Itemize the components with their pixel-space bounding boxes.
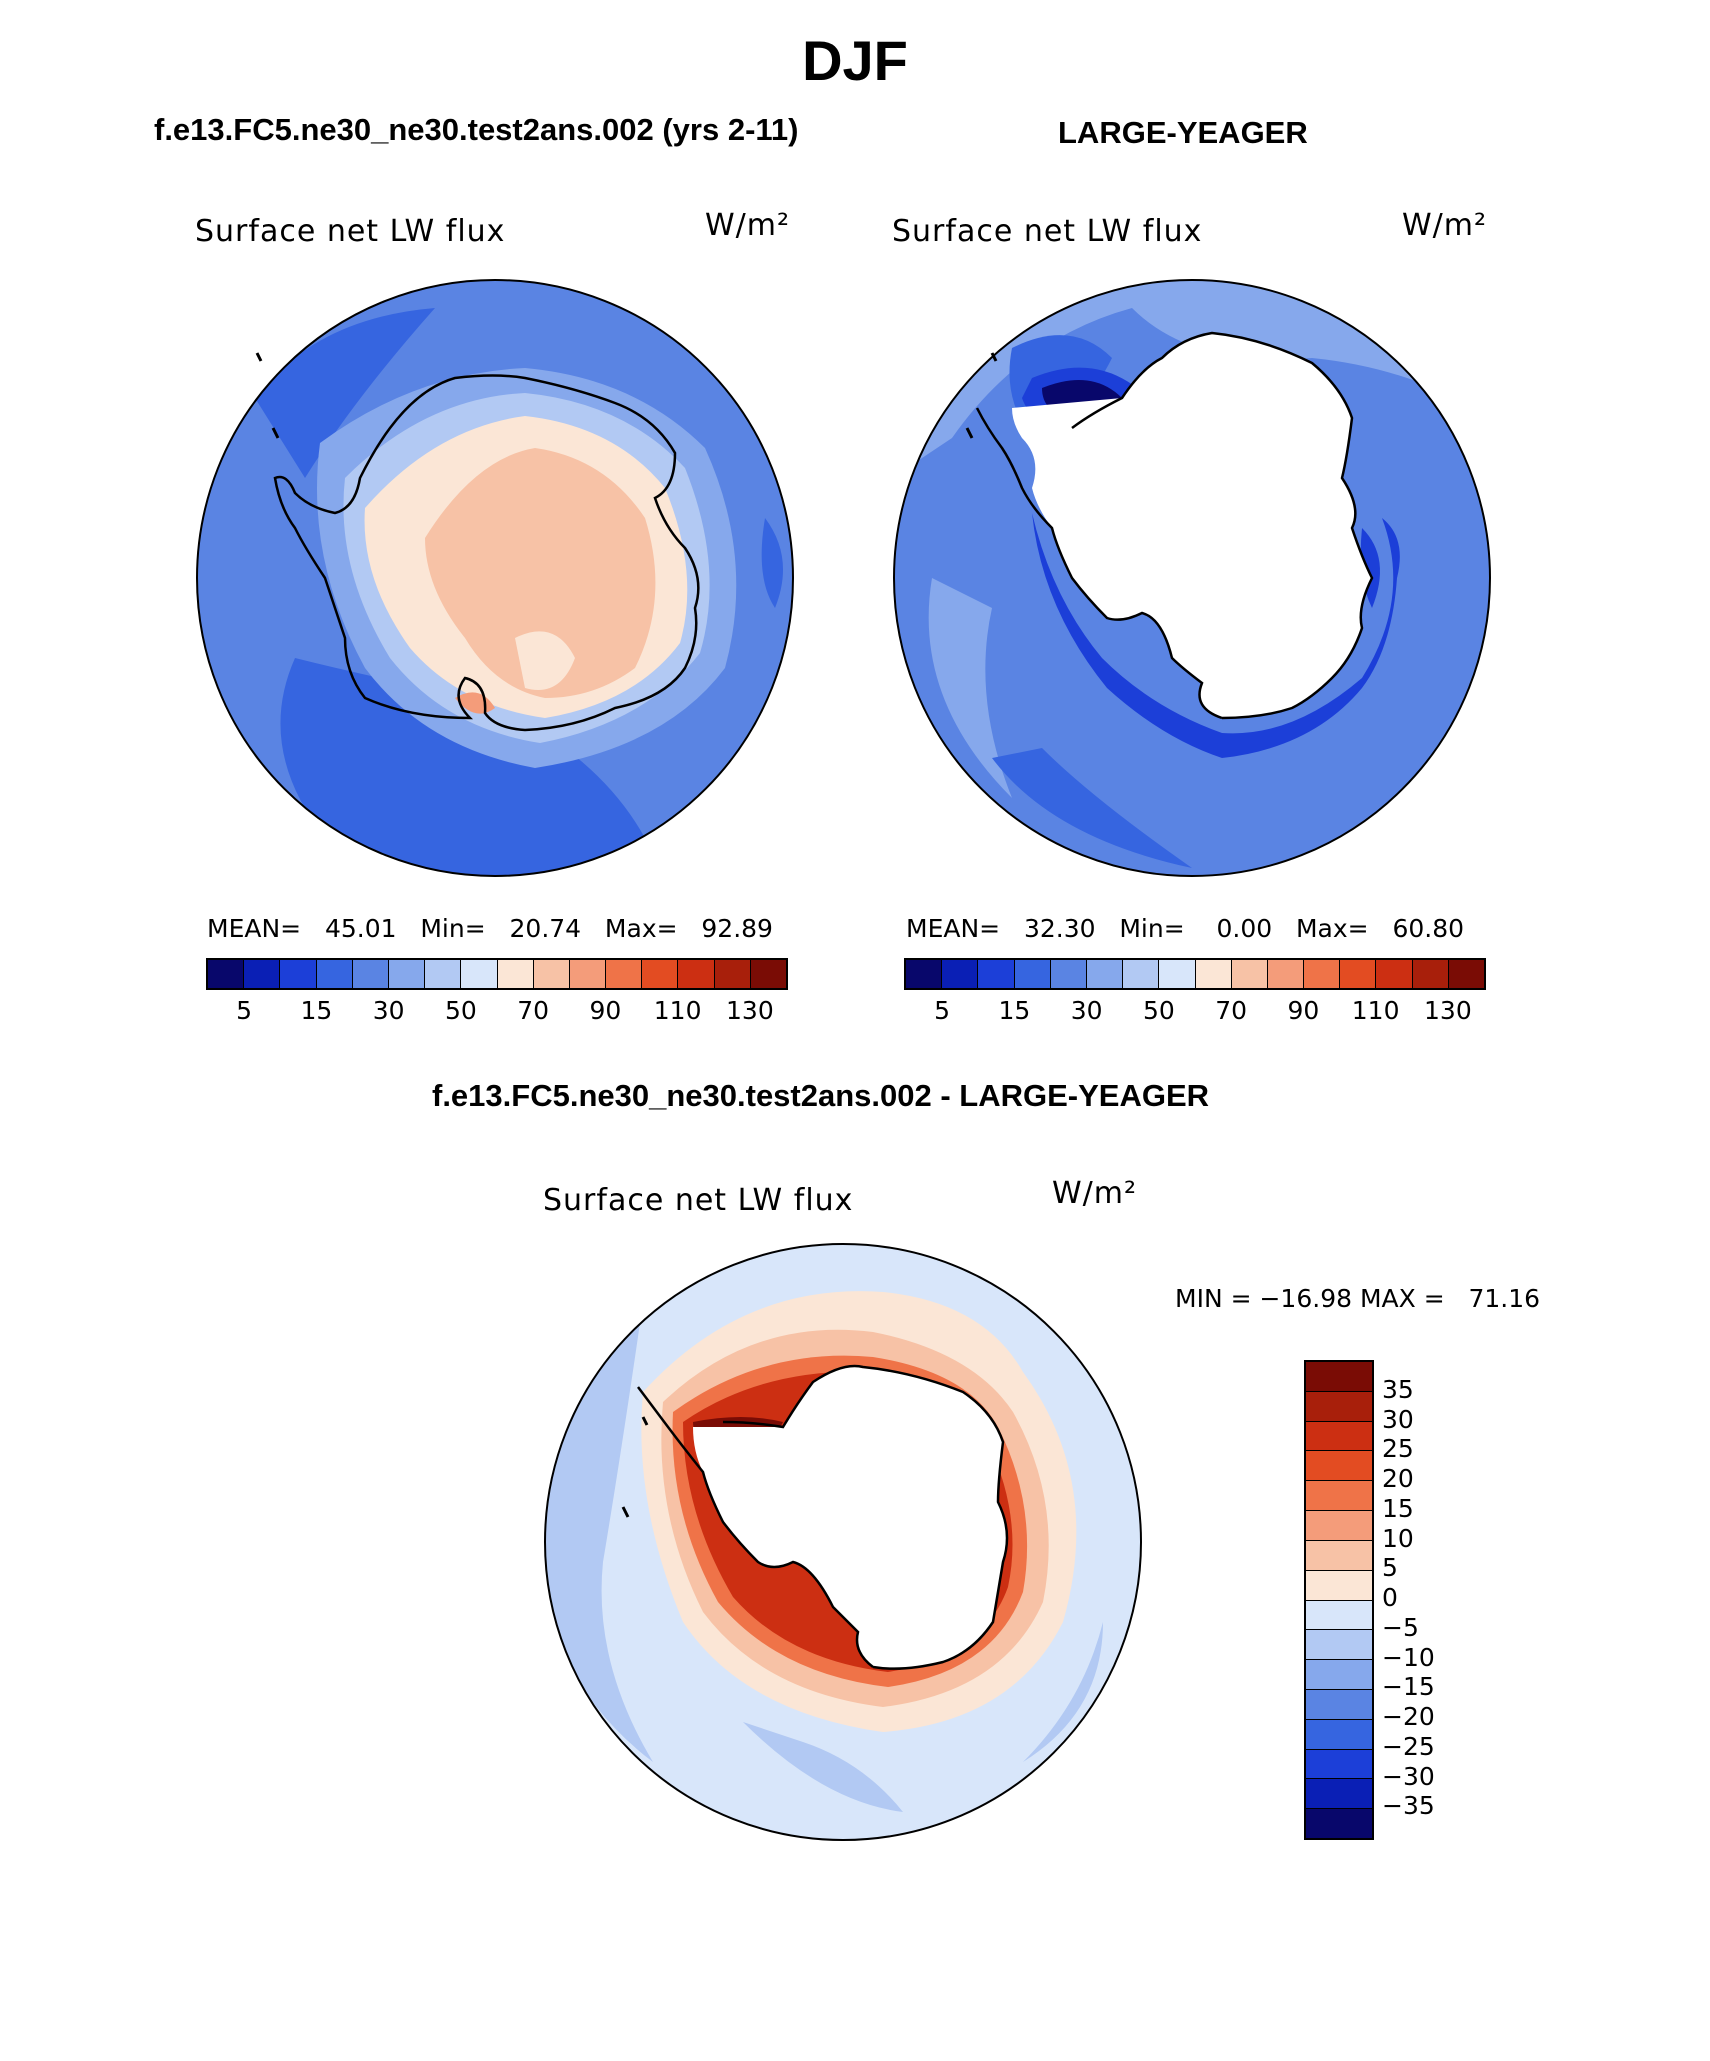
colorbar-swatch — [1340, 960, 1377, 988]
colorbar-swatch — [1306, 1600, 1372, 1631]
colorbar-swatch — [750, 960, 786, 988]
colorbar-swatch — [461, 960, 498, 988]
colorbar-swatch — [1304, 960, 1341, 988]
colorbar-swatch — [1306, 1511, 1372, 1541]
colorbar-swatch — [1306, 1689, 1372, 1720]
colorbar-tick-label: 15 — [998, 996, 1031, 1025]
colorbar-swatch — [978, 960, 1015, 988]
page-title: DJF — [802, 29, 908, 92]
colorbar-swatch — [533, 960, 570, 988]
colorbar-tick-label: 15 — [300, 996, 333, 1025]
colorbar-tick-label: 90 — [589, 996, 622, 1025]
diff-units-label: W/m² — [1052, 1176, 1138, 1211]
colorbar-swatch — [1306, 1749, 1372, 1780]
colorbar-swatch — [1306, 1451, 1372, 1482]
colorbar-tick-label: 110 — [1351, 996, 1400, 1025]
colorbar-swatch — [1014, 960, 1051, 988]
colorbar-swatch — [1412, 960, 1449, 988]
colorbar-swatch — [1306, 1391, 1372, 1422]
colorbar-tick-label: −30 — [1382, 1761, 1435, 1791]
colorbar-swatch — [642, 960, 679, 988]
colorbar-tick-label: 130 — [726, 996, 774, 1025]
colorbar-swatch — [1306, 1481, 1372, 1512]
colorbar-swatch — [1306, 1540, 1372, 1571]
colorbar-tick-label: −20 — [1382, 1702, 1435, 1731]
colorbar-swatch — [714, 960, 751, 988]
right-colorbar — [904, 958, 1486, 990]
colorbar-tick-label: 20 — [1382, 1464, 1414, 1493]
colorbar-swatch — [1306, 1660, 1372, 1690]
colorbar-tick-label: −5 — [1382, 1612, 1419, 1642]
colorbar-swatch — [1231, 960, 1268, 988]
colorbar-swatch — [497, 960, 534, 988]
colorbar-tick-label: 10 — [1382, 1523, 1414, 1553]
colorbar-tick-label: 70 — [1215, 996, 1248, 1025]
left-panel-title: f.e13.FC5.ne30_ne30.test2ans.002 (yrs 2-… — [154, 112, 799, 147]
colorbar-tick-label: 50 — [1142, 996, 1175, 1025]
colorbar-swatch — [1376, 960, 1413, 988]
colorbar-tick-label: −15 — [1382, 1672, 1435, 1702]
colorbar-swatch — [1050, 960, 1087, 988]
colorbar-tick-label: 5 — [934, 996, 951, 1025]
colorbar-tick-label: −10 — [1382, 1642, 1435, 1672]
colorbar-tick-label: 130 — [1424, 996, 1472, 1025]
left-stats: MEAN= 45.01 Min= 20.74 Max= 92.89 — [207, 914, 773, 943]
colorbar-tick-label: 30 — [1070, 996, 1103, 1025]
colorbar-tick-label: 90 — [1287, 996, 1320, 1025]
diff-polar-map — [544, 1243, 1142, 1841]
colorbar-swatch — [906, 960, 943, 988]
right-polar-map — [893, 279, 1491, 877]
left-colorbar — [206, 958, 788, 990]
colorbar-tick-label: 50 — [444, 996, 477, 1025]
colorbar-swatch — [244, 960, 281, 988]
colorbar-swatch — [425, 960, 462, 988]
colorbar-swatch — [942, 960, 979, 988]
colorbar-swatch — [352, 960, 389, 988]
colorbar-swatch — [316, 960, 353, 988]
colorbar-swatch — [1306, 1421, 1372, 1452]
right-stats: MEAN= 32.30 Min= 0.00 Max= 60.80 — [906, 914, 1465, 943]
left-polar-map — [196, 279, 794, 877]
colorbar-swatch — [606, 960, 643, 988]
right-panel-title: LARGE-YEAGER — [1058, 115, 1308, 150]
colorbar-tick-label: 0 — [1382, 1583, 1398, 1612]
colorbar-swatch — [569, 960, 607, 988]
colorbar-swatch — [1306, 1362, 1372, 1392]
diff-variable-label: Surface net LW flux — [543, 1183, 854, 1218]
diff-panel-title: f.e13.FC5.ne30_ne30.test2ans.002 - LARGE… — [432, 1078, 1210, 1113]
left-units-label: W/m² — [705, 208, 791, 243]
colorbar-swatch — [1306, 1779, 1372, 1810]
colorbar-swatch — [388, 960, 426, 988]
colorbar-tick-label: −25 — [1382, 1731, 1435, 1761]
colorbar-swatch — [1306, 1809, 1372, 1838]
colorbar-tick-label: 110 — [653, 996, 702, 1025]
colorbar-tick-label: 15 — [1382, 1493, 1414, 1523]
colorbar-tick-label: 30 — [372, 996, 405, 1025]
diff-colorbar — [1304, 1360, 1374, 1840]
colorbar-swatch — [208, 960, 245, 988]
colorbar-swatch — [1448, 960, 1484, 988]
colorbar-tick-label: −35 — [1382, 1791, 1435, 1821]
colorbar-tick-label: 35 — [1382, 1374, 1414, 1404]
right-units-label: W/m² — [1402, 208, 1488, 243]
colorbar-tick-label: 70 — [517, 996, 550, 1025]
diff-stats: MIN = −16.98 MAX = 71.16 — [1175, 1284, 1541, 1313]
colorbar-tick-label: 30 — [1382, 1404, 1414, 1434]
colorbar-swatch — [1195, 960, 1232, 988]
colorbar-swatch — [1306, 1570, 1372, 1601]
colorbar-swatch — [1306, 1630, 1372, 1661]
colorbar-swatch — [1159, 960, 1196, 988]
left-variable-label: Surface net LW flux — [195, 214, 506, 249]
colorbar-tick-label: 5 — [236, 996, 253, 1025]
colorbar-swatch — [1086, 960, 1124, 988]
colorbar-tick-label: 25 — [1382, 1434, 1414, 1464]
right-variable-label: Surface net LW flux — [892, 214, 1203, 249]
colorbar-swatch — [1123, 960, 1160, 988]
colorbar-swatch — [1267, 960, 1305, 988]
colorbar-tick-label: 5 — [1382, 1553, 1398, 1583]
colorbar-swatch — [1306, 1719, 1372, 1750]
colorbar-swatch — [280, 960, 317, 988]
colorbar-swatch — [678, 960, 715, 988]
